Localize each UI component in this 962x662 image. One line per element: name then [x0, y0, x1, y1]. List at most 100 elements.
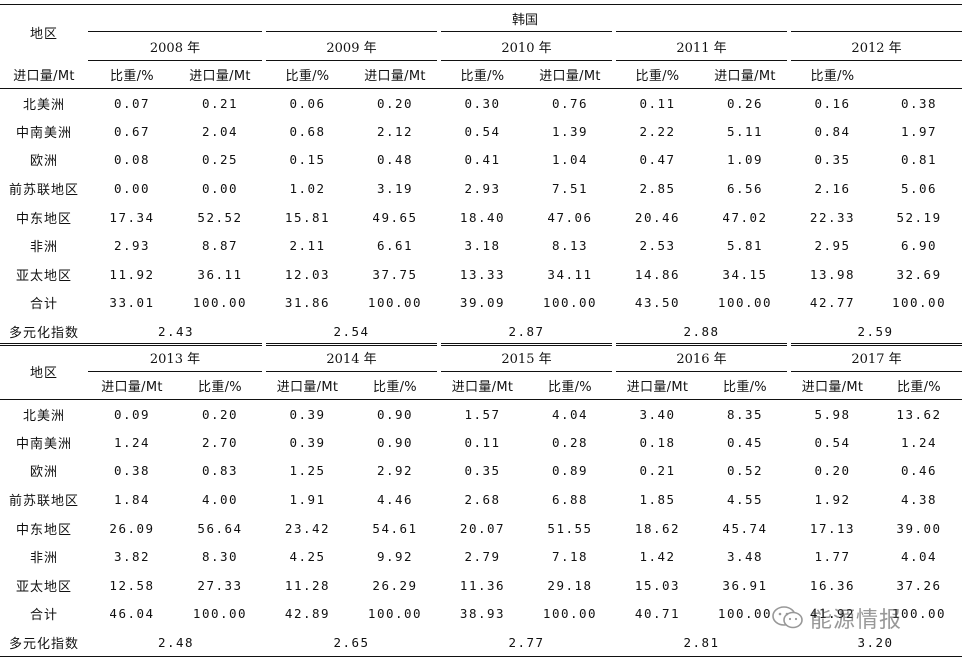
import-value: 0.11 [639, 95, 676, 111]
share-value: 0.00 [201, 181, 239, 197]
index-label: 多元化指数 [8, 636, 79, 652]
import-value: 18.40 [459, 209, 506, 225]
region-label: 中东地区 [15, 211, 72, 227]
share-value: 37.26 [896, 577, 942, 593]
import-value: 2.16 [814, 181, 851, 197]
share-header: 比重/% [810, 69, 855, 84]
share-value: 8.30 [201, 549, 239, 565]
index-value: 2.54 [333, 323, 370, 339]
year-header: 2012 年 [786, 31, 962, 61]
import-value: 1.77 [814, 549, 851, 565]
index-value: 2.87 [508, 323, 545, 339]
import-value: 38.93 [459, 606, 506, 622]
share-value: 0.38 [900, 95, 938, 111]
import-table-2008-2012: 地区 韩国 2008 年 2009 年 2010 年 2011 年 2012 年 进口量… [0, 4, 962, 347]
share-header: 比重/% [635, 69, 680, 84]
table-row: 欧洲 0.38 0.83 1.25 2.92 0.35 0.89 0.21 0.52 0.20 0.… [0, 457, 962, 486]
import-value: 0.00 [113, 181, 151, 197]
import-value: 0.68 [289, 123, 326, 139]
share-value: 8.87 [201, 238, 239, 254]
share-value: 3.19 [376, 181, 414, 197]
table-row: 中东地区 26.09 56.64 23.42 54.61 20.07 51.55 18.62 4… [0, 514, 962, 543]
import-value: 26.09 [109, 520, 155, 536]
share-value: 13.62 [896, 406, 942, 422]
share-value: 100.00 [891, 606, 947, 622]
import-value: 20.46 [634, 209, 681, 225]
share-value: 5.06 [900, 181, 938, 197]
import-value: 0.38 [113, 463, 151, 479]
import-value: 1.85 [639, 492, 676, 508]
index-value: 2.59 [857, 323, 894, 339]
import-value: 0.39 [289, 406, 326, 422]
share-value: 9.92 [376, 549, 414, 565]
share-value: 100.00 [192, 295, 248, 311]
import-value: 3.82 [113, 549, 151, 565]
import-value: 42.77 [809, 295, 856, 311]
import-value: 1.57 [464, 406, 501, 422]
year-header: 2014 年 [262, 343, 441, 372]
import-value: 0.11 [464, 434, 501, 450]
import-value: 20.07 [459, 520, 506, 536]
share-value: 26.29 [372, 577, 418, 593]
share-value: 0.25 [201, 152, 239, 168]
import-value: 23.42 [284, 520, 331, 536]
year-header: 2008 年 [88, 31, 266, 61]
table-row: 中南美洲 1.24 2.70 0.39 0.90 0.11 0.28 0.18 0.45 0.54… [0, 428, 962, 457]
import-value: 0.07 [113, 95, 151, 111]
share-value: 4.04 [551, 406, 589, 422]
import-value: 0.09 [113, 406, 151, 422]
region-label: 非洲 [29, 551, 58, 567]
share-value: 0.21 [201, 95, 239, 111]
import-value: 46.04 [109, 606, 155, 622]
share-value: 1.09 [726, 152, 764, 168]
region-label: 中东地区 [15, 522, 72, 538]
table-row: 合计 46.04 100.00 42.89 100.00 38.93 100.00 40.71… [0, 600, 962, 629]
import-value: 0.54 [814, 434, 851, 450]
import-value: 1.02 [289, 181, 326, 197]
import-value: 11.28 [284, 577, 331, 593]
share-value: 27.33 [197, 577, 243, 593]
share-value: 6.56 [726, 181, 764, 197]
country-header: 韩国 [88, 4, 962, 32]
index-value: 2.48 [157, 634, 195, 650]
share-header: 比重/% [198, 380, 242, 395]
region-label: 合计 [29, 297, 58, 313]
import-value: 18.62 [634, 520, 681, 536]
import-value: 0.21 [639, 463, 676, 479]
region-header: 地区 [29, 366, 58, 381]
import-value: 0.67 [113, 123, 151, 139]
import-value: 0.35 [814, 152, 851, 168]
share-value: 100.00 [717, 606, 773, 622]
table-row: 亚太地区 11.92 36.11 12.03 37.75 13.33 34.11 14.86 3… [0, 260, 962, 289]
import-value: 0.15 [289, 152, 326, 168]
import-value: 17.13 [809, 520, 856, 536]
import-volume-header: 进口量/Mt [276, 380, 339, 395]
import-value: 1.25 [289, 463, 326, 479]
share-value: 0.89 [551, 463, 589, 479]
import-volume-header: 进口量/Mt [101, 380, 163, 395]
share-value: 0.28 [551, 434, 589, 450]
share-value: 0.26 [726, 95, 764, 111]
import-value: 11.92 [109, 266, 155, 282]
import-value: 1.91 [289, 492, 326, 508]
share-value: 2.70 [201, 434, 239, 450]
diversification-index-row: 多元化指数 2.43 2.54 2.87 2.88 2.59 [0, 317, 962, 346]
import-value: 2.53 [639, 238, 676, 254]
share-value: 34.15 [722, 266, 768, 282]
import-value: 0.16 [814, 95, 851, 111]
share-header: 比重/% [548, 380, 592, 395]
import-value: 2.95 [814, 238, 851, 254]
region-label: 中南美洲 [15, 125, 72, 141]
region-label: 前苏联地区 [8, 183, 79, 199]
share-value: 5.11 [726, 123, 764, 139]
import-volume-header: 进口量/Mt [714, 69, 776, 84]
index-value: 2.65 [333, 634, 370, 650]
import-value: 0.54 [464, 123, 501, 139]
import-value: 2.79 [464, 549, 501, 565]
share-value: 0.48 [376, 152, 414, 168]
import-value: 4.25 [289, 549, 326, 565]
share-value: 8.13 [551, 238, 589, 254]
import-value: 42.89 [284, 606, 331, 622]
import-value: 3.18 [464, 238, 501, 254]
region-label: 欧洲 [29, 154, 58, 170]
